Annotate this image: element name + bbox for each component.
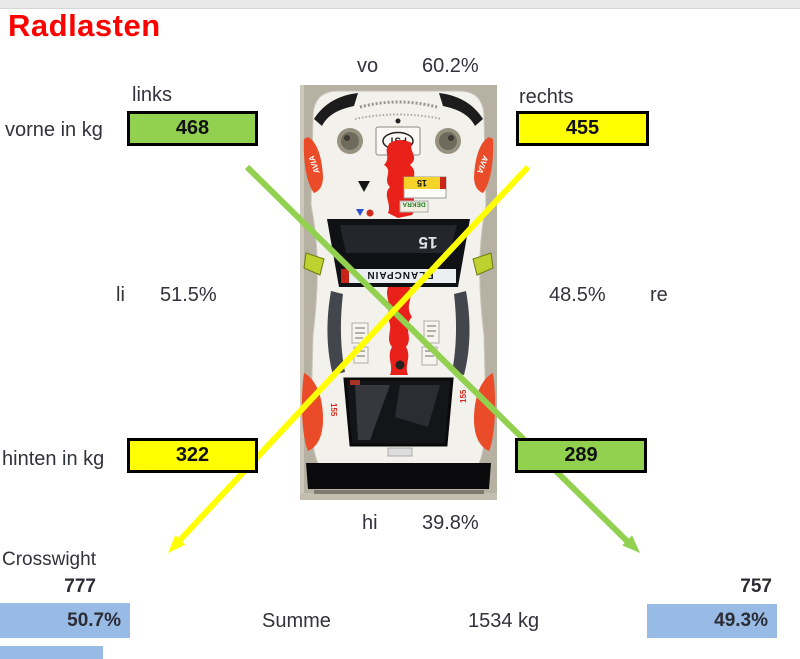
windshield-race-number-decal: 15 — [419, 233, 438, 252]
column-header-right: rechts — [519, 86, 574, 108]
right-side-percent: 48.5% — [549, 284, 606, 306]
side-marking-left: 155 — [329, 403, 338, 417]
rear-axis-label: hi — [362, 512, 378, 534]
left-side-label: li — [116, 284, 125, 306]
crossweight-left-percent-cell: 50.7% — [0, 603, 130, 638]
crossweight-left-total: 777 — [64, 576, 96, 597]
hood-race-number-decal: 15 — [417, 178, 427, 188]
front-right-kg-cell[interactable]: 455 — [516, 111, 649, 146]
left-side-percent: 51.5% — [160, 284, 217, 306]
right-side-label: re — [650, 284, 668, 306]
rear-right-kg-cell[interactable]: 289 — [515, 438, 647, 473]
top-chrome-strip — [0, 0, 800, 9]
sum-label: Summe — [262, 610, 331, 632]
crossweight-label: Crosswight — [2, 549, 96, 570]
front-axis-percent: 60.2% — [422, 55, 479, 77]
rear-wing — [306, 463, 491, 489]
sum-value: 1534 kg — [468, 610, 540, 632]
headlights — [337, 128, 461, 154]
partially-visible-cell — [0, 646, 103, 659]
crossweight-right-total: 757 — [740, 576, 772, 597]
crossweight-right-percent-cell: 49.3% — [647, 604, 777, 638]
rear-axis-percent: 39.8% — [422, 512, 479, 534]
rear-left-kg-cell[interactable]: 322 — [127, 438, 258, 473]
side-marking-right: 155 — [459, 389, 468, 403]
windshield-banner-decal: BLANCPAIN — [366, 269, 433, 280]
column-header-left: links — [132, 84, 173, 106]
rear-row-label: hinten in kg — [2, 448, 105, 470]
front-row-label: vorne in kg — [5, 119, 103, 141]
front-axis-label: vo — [357, 55, 379, 77]
race-car-top-view-photo: PST AVIA AVIA 15 DEKRA 15 BLANCPAIN — [300, 85, 497, 500]
front-left-kg-cell[interactable]: 468 — [127, 111, 258, 146]
page-title: Radlasten — [8, 8, 161, 43]
hood-sticker-decal: DEKRA — [402, 201, 425, 208]
